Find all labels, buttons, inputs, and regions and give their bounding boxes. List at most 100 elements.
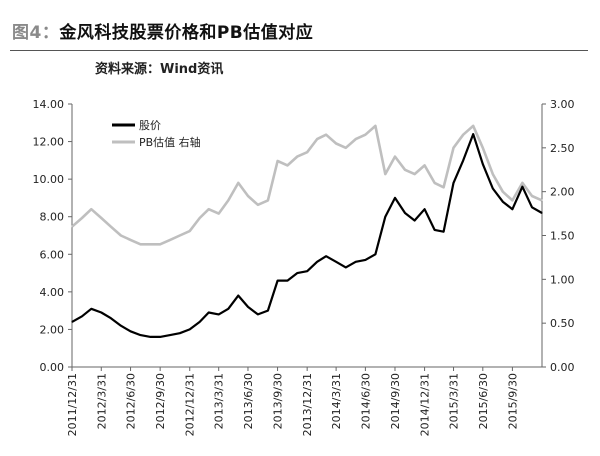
y-right-tick-label-5: 2.50 — [550, 142, 575, 155]
series-1-point-5 — [120, 234, 122, 237]
y-right-tick-label-4: 2.00 — [550, 186, 575, 199]
series-1-point-21 — [277, 160, 279, 162]
series-1-point-0 — [71, 226, 73, 228]
y-left-tick-label-7: 14.00 — [33, 98, 65, 111]
x-tick-label-3: 2012/9/30 — [154, 373, 167, 429]
series-1-point-45 — [511, 199, 513, 201]
series-1-point-3 — [100, 217, 102, 219]
series-0-point-37 — [434, 229, 436, 231]
series-1-point-12 — [189, 230, 191, 232]
series-0-point-21 — [277, 280, 279, 282]
x-tick-label-1: 2012/3/31 — [95, 373, 108, 429]
x-tick-label-10: 2014/6/30 — [359, 373, 372, 429]
series-0-point-40 — [462, 159, 464, 161]
series-1-point-37 — [434, 182, 436, 184]
series-1 — [71, 124, 543, 246]
series-1-point-17 — [237, 182, 239, 184]
series-0-point-19 — [257, 313, 259, 315]
series-0-point-8 — [149, 336, 152, 338]
series-0-point-6 — [129, 330, 132, 332]
series-0-point-30 — [364, 259, 366, 261]
series-0-point-25 — [316, 261, 318, 263]
y-left-tick-label-1: 2.00 — [40, 323, 65, 336]
x-tick-label-0: 2011/12/31 — [66, 373, 79, 436]
series-1-point-22 — [286, 164, 289, 166]
series-1-point-29 — [355, 138, 357, 140]
x-tick-label-11: 2014/9/30 — [389, 373, 402, 429]
series-0-point-38 — [443, 231, 445, 233]
series-1-point-46 — [521, 182, 524, 184]
series-1-point-9 — [159, 243, 161, 245]
series-1-point-14 — [208, 208, 210, 210]
legend-label-price: 股价 — [139, 119, 161, 132]
series-1-point-11 — [179, 234, 181, 237]
series-1-point-28 — [345, 147, 347, 149]
series-1-point-38 — [443, 186, 445, 188]
series-1-point-43 — [492, 173, 494, 175]
series-1-point-27 — [335, 142, 337, 145]
series-0-point-0 — [71, 321, 73, 323]
series-1-point-23 — [296, 156, 298, 158]
y-left-tick-label-5: 10.00 — [33, 173, 65, 186]
series-1-point-42 — [482, 147, 484, 149]
series-0-point-27 — [335, 261, 337, 263]
y-left-tick-label-3: 6.00 — [40, 248, 65, 261]
x-tick-label-7: 2013/9/30 — [272, 373, 285, 429]
series-0-point-14 — [208, 311, 210, 314]
y-left-tick-label-0: 0.00 — [40, 361, 65, 374]
series-0-point-1 — [81, 315, 83, 317]
series-1-point-35 — [414, 173, 416, 175]
series-1-point-8 — [149, 243, 152, 245]
series-0-point-18 — [247, 306, 249, 308]
series-1-point-16 — [227, 199, 229, 201]
series-1-point-15 — [218, 213, 220, 215]
series-0-point-4 — [110, 317, 112, 319]
series-0-point-13 — [199, 321, 201, 323]
series-1-point-41 — [472, 125, 474, 127]
series-0-point-2 — [90, 308, 92, 310]
y-right-tick-label-1: 0.50 — [550, 317, 575, 330]
series-0-point-9 — [159, 336, 161, 338]
series-0-point-34 — [404, 212, 406, 214]
x-tick-label-15: 2015/9/30 — [506, 373, 519, 429]
series-1-point-39 — [452, 147, 455, 149]
x-tick-label-4: 2012/12/31 — [184, 373, 197, 436]
series-1-point-32 — [384, 173, 386, 175]
series-0-point-7 — [139, 334, 142, 336]
series-1-point-1 — [81, 217, 83, 219]
x-tick-label-2: 2012/6/30 — [125, 373, 138, 429]
series-0-point-44 — [502, 201, 504, 203]
legend-label-pb: PB估值 右轴 — [139, 135, 201, 149]
y-right-tick-label-3: 1.50 — [550, 230, 575, 243]
series-1-point-7 — [139, 243, 142, 245]
series-1-point-19 — [257, 204, 259, 206]
series-0-point-15 — [218, 313, 220, 315]
series-1-point-34 — [404, 169, 406, 171]
series-0-point-29 — [355, 261, 357, 263]
series-0-point-41 — [472, 133, 474, 135]
series-0 — [71, 133, 543, 338]
series-0-point-33 — [394, 197, 396, 199]
y-right-tick-label-0: 0.00 — [550, 361, 575, 374]
ticks-layer: 0.00 2.00 4.00 6.00 8.00 10.00 12.00 14.00 0.00 0… — [33, 98, 575, 436]
series-0-point-47 — [531, 206, 533, 208]
series-1-point-40 — [462, 134, 464, 136]
y-left-tick-label-2: 4.00 — [40, 286, 65, 299]
x-tick-label-12: 2014/12/31 — [419, 373, 432, 436]
series-1-point-47 — [531, 195, 533, 197]
series-0-point-28 — [345, 266, 347, 268]
series-0-point-46 — [521, 186, 524, 188]
series-1-point-36 — [424, 164, 426, 166]
series-0-point-16 — [227, 308, 229, 310]
axes — [68, 103, 546, 371]
x-tick-label-6: 2013/6/30 — [242, 373, 255, 429]
series-0-point-23 — [296, 272, 298, 274]
series-1-point-24 — [306, 151, 308, 153]
series-1-point-33 — [394, 156, 396, 158]
series-1-point-4 — [110, 226, 112, 228]
series-1-point-30 — [364, 134, 366, 136]
series-1-point-20 — [267, 199, 269, 201]
series-1-point-44 — [502, 191, 504, 193]
